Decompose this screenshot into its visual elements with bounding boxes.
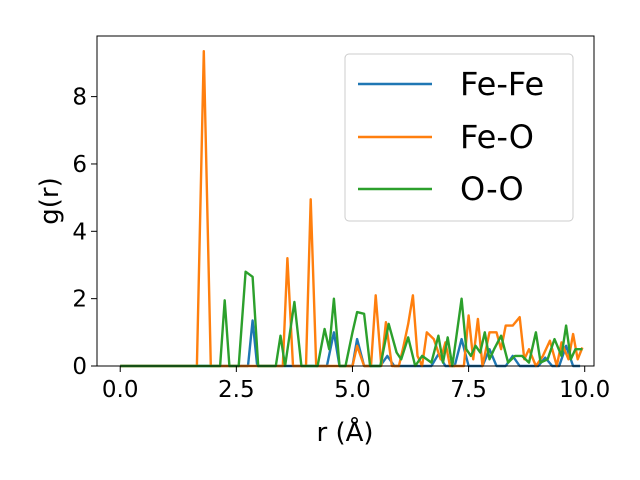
x-tick-label: 10.0 bbox=[559, 377, 610, 403]
legend-label-fe-o: Fe-O bbox=[460, 118, 534, 156]
y-axis-label: g(r) bbox=[35, 177, 65, 224]
series-line-fe-o bbox=[120, 50, 584, 368]
x-tick-label: 2.5 bbox=[218, 377, 255, 403]
ticks-layer: 0.0 2.5 5.0 7.5 10.0 0 2 4 6 8 bbox=[72, 85, 610, 403]
y-tick-label: 2 bbox=[72, 287, 87, 313]
legend-label-o-o: O-O bbox=[460, 170, 524, 208]
plot-frame bbox=[96, 35, 595, 367]
series-line-o-o bbox=[120, 270, 583, 368]
y-tick-label: 4 bbox=[72, 219, 87, 245]
legend-label-fe-fe: Fe-Fe bbox=[460, 65, 544, 103]
y-tick-label: 0 bbox=[72, 354, 87, 380]
legend-box bbox=[344, 53, 574, 222]
x-tick-label: 5.0 bbox=[334, 377, 371, 403]
legend: Fe-Fe Fe-O O-O bbox=[344, 53, 574, 222]
x-tick-label: 7.5 bbox=[450, 377, 487, 403]
x-axis-label: r (Å) bbox=[316, 416, 373, 448]
y-tick-label: 8 bbox=[72, 85, 87, 111]
x-tick-label: 0.0 bbox=[102, 377, 139, 403]
y-tick-label: 6 bbox=[72, 152, 87, 178]
